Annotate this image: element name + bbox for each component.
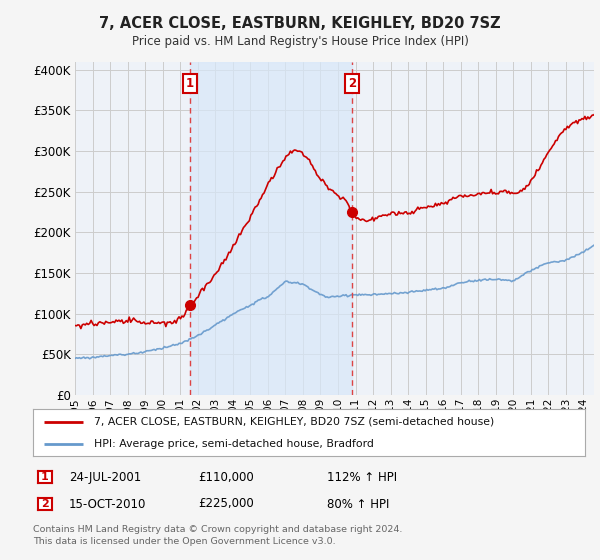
Text: 1: 1 [41,472,49,482]
Text: £110,000: £110,000 [198,470,254,484]
Text: 24-JUL-2001: 24-JUL-2001 [69,470,141,484]
Text: HPI: Average price, semi-detached house, Bradford: HPI: Average price, semi-detached house,… [94,438,374,449]
Text: 112% ↑ HPI: 112% ↑ HPI [327,470,397,484]
Text: 2: 2 [348,77,356,90]
Text: 7, ACER CLOSE, EASTBURN, KEIGHLEY, BD20 7SZ: 7, ACER CLOSE, EASTBURN, KEIGHLEY, BD20 … [99,16,501,31]
Text: 15-OCT-2010: 15-OCT-2010 [69,497,146,511]
Text: Contains HM Land Registry data © Crown copyright and database right 2024.
This d: Contains HM Land Registry data © Crown c… [33,525,403,546]
Text: 7, ACER CLOSE, EASTBURN, KEIGHLEY, BD20 7SZ (semi-detached house): 7, ACER CLOSE, EASTBURN, KEIGHLEY, BD20 … [94,417,494,427]
Text: 1: 1 [186,77,194,90]
Text: Price paid vs. HM Land Registry's House Price Index (HPI): Price paid vs. HM Land Registry's House … [131,35,469,48]
Text: £225,000: £225,000 [198,497,254,511]
Text: 2: 2 [41,499,49,509]
Bar [190,62,352,395]
Text: 80% ↑ HPI: 80% ↑ HPI [327,497,389,511]
